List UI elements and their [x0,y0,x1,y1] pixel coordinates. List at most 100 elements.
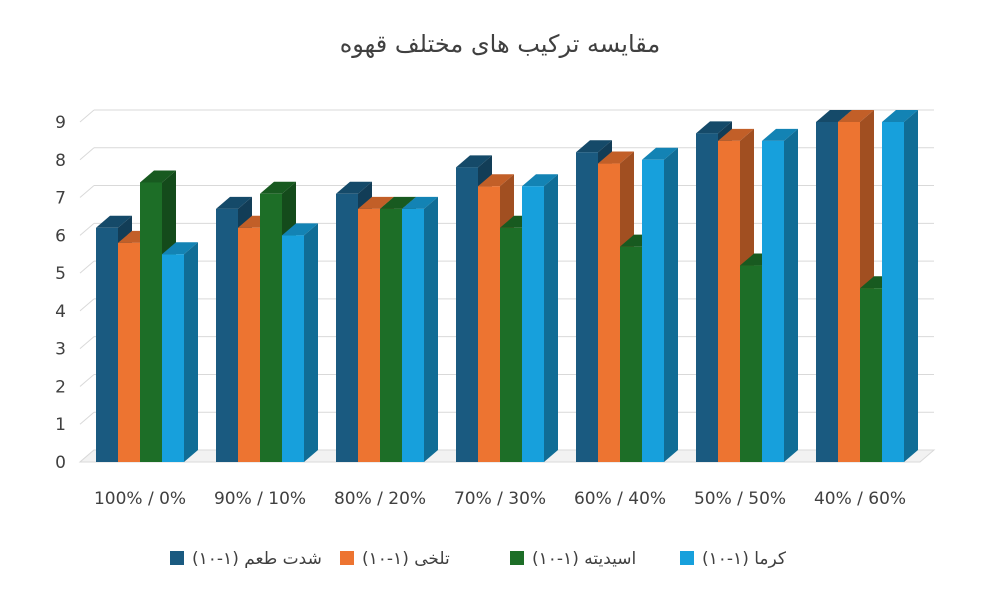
bar-top [456,155,492,168]
bar-top [380,196,416,209]
bar-front [598,163,620,463]
bar [882,110,918,462]
bar-top [882,110,918,122]
bar-front [882,122,904,462]
bar-top [282,223,318,236]
y-tick-label: 6 [55,226,66,246]
y-tick-label: 1 [55,415,66,435]
y-tick-label: 2 [55,377,66,397]
bar-top [260,181,296,194]
bar-top [358,196,394,209]
gridline-depth [79,147,95,161]
bar-front [140,182,162,462]
bar-front [522,186,544,462]
bar-front [478,186,500,462]
legend-swatch [340,551,354,565]
bar-top [96,215,132,228]
bar-top [576,140,612,153]
y-tick-label: 0 [55,453,66,473]
bar-front [576,152,598,462]
bar-front [500,227,522,462]
y-axis: 0 1 2 3 4 5 6 7 8 9 [55,113,66,473]
bar-front [816,122,838,462]
x-tick-label: 90% / 10% [214,489,306,509]
bar-side [904,110,918,462]
y-tick-label: 7 [55,189,66,209]
bar [522,174,558,462]
y-tick-label: 3 [55,340,66,360]
x-tick-label: 70% / 30% [454,489,546,509]
bar-top [162,242,198,255]
bar [762,128,798,462]
bar-front [358,208,380,462]
gridline-depth [79,222,95,236]
bar-top [402,196,438,209]
bar-front [642,159,664,462]
y-tick-label: 9 [55,113,66,133]
bar-top [762,128,798,141]
bar-front [696,133,718,463]
gridline-depth [79,260,95,274]
x-tick-label: 100% / 0% [94,489,186,509]
bar-side [184,242,198,462]
bar-side [544,174,558,462]
bar-top [838,110,874,122]
x-tick-label: 40% / 60% [814,489,906,509]
legend-item: تلخی (۱-۱۰) [340,549,450,569]
legend-item: شدت طعم (۱-۱۰) [170,549,322,569]
chart-title: مقایسه ترکیب های مختلف قهوه [340,30,661,58]
bar-front [380,208,402,462]
bar-front [718,140,740,462]
bar [642,147,678,462]
bar-front [162,254,184,462]
legend-label: شدت طعم (۱-۱۰) [192,549,322,569]
bar [282,223,318,462]
bar-front [216,208,238,462]
bar-top [816,110,852,122]
bar-front [96,227,118,462]
bar-front [456,167,478,463]
bar-side [304,223,318,462]
bar-front [118,242,140,462]
gridline-depth [79,336,95,350]
y-tick-label: 4 [55,302,66,322]
gridline-depth [79,185,95,198]
x-tick-label: 80% / 20% [334,489,426,509]
bar-side [784,128,798,462]
bar-top [522,174,558,187]
gridline-depth [79,298,95,312]
bar-top [140,170,176,183]
bar-top [336,181,372,194]
legend-label: تلخی (۱-۱۰) [362,549,450,569]
x-tick-label: 50% / 50% [694,489,786,509]
legend-label: کرما (۱-۱۰) [702,549,787,569]
bar-front [762,140,784,462]
bar-top [216,196,252,209]
gridline-depth [79,411,95,425]
bar [402,196,438,462]
legend-item: اسیدیته (۱-۱۰) [510,549,636,569]
legend-swatch [170,551,184,565]
bar-front [336,193,358,462]
legend-item: کرما (۱-۱۰) [680,549,787,569]
bar [162,242,198,462]
bar-side [664,147,678,462]
bar-top [642,147,678,160]
gridline-depth [79,374,95,387]
y-tick-label: 5 [55,264,66,284]
bar-front [238,227,260,462]
x-axis: 100% / 0% 90% / 10% 80% / 20% 70% / 30% 60% … [94,489,906,509]
y-tick-label: 8 [55,151,66,171]
bar-front [860,288,882,462]
bar-front [402,208,424,462]
legend: شدت طعم (۱-۱۰) تلخی (۱-۱۰) اسیدیته (۱-۱۰) ک… [170,549,787,569]
legend-swatch [680,551,694,565]
x-tick-label: 60% / 40% [574,489,666,509]
bars [96,110,918,463]
bar-front [838,122,860,462]
gridline-depth [79,109,95,123]
bar-front [620,246,642,462]
legend-swatch [510,551,524,565]
